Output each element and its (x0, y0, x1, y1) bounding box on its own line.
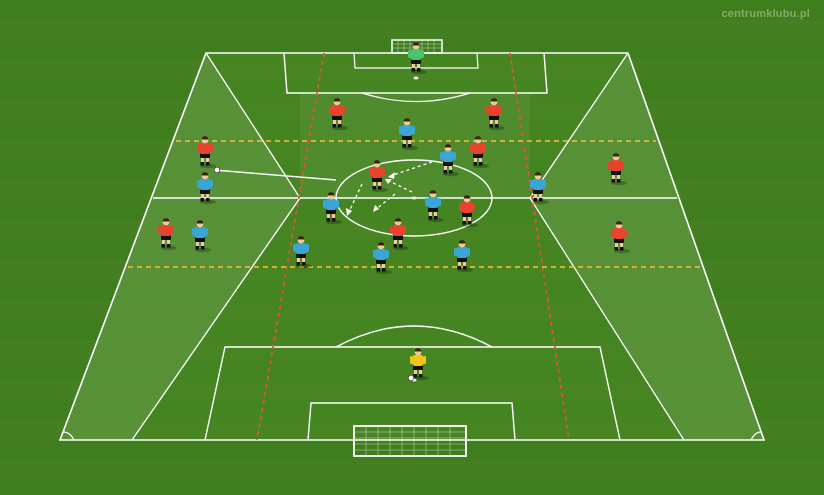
player-yellow (410, 348, 429, 381)
watermark: centrumklubu.pl (721, 8, 810, 20)
centre-circle (335, 159, 493, 237)
ball-icon (407, 374, 415, 382)
ball-icon (213, 166, 221, 174)
player-blue (440, 144, 459, 177)
bottom-penalty-area (204, 346, 621, 441)
player-red (197, 136, 216, 169)
players-layer (158, 42, 630, 382)
corner-arc-bottom-right (750, 431, 762, 441)
player-red (459, 195, 478, 228)
player-blue (454, 240, 473, 273)
bottom-goal (353, 425, 467, 457)
right-wing-zone (530, 53, 764, 440)
movement-arrows (347, 161, 433, 215)
pitch-surface (60, 53, 764, 440)
left-diagonal-bottom (131, 197, 301, 441)
player-red (470, 136, 489, 169)
player-green (408, 42, 427, 75)
player-red (158, 218, 177, 251)
zone-divider-right (509, 52, 570, 441)
corner-arc-bottom-left (62, 431, 75, 441)
left-wing-zone (60, 53, 300, 440)
player-red (611, 221, 630, 254)
bottom-goal-area (307, 402, 516, 441)
player-blue (373, 242, 392, 275)
left-diagonal-top (205, 52, 301, 199)
player-blue (425, 190, 444, 223)
player-red (329, 98, 348, 131)
player-red (608, 153, 627, 186)
player-blue (323, 192, 342, 225)
player-red (486, 98, 505, 131)
top-penalty-arc (361, 92, 471, 103)
player-red (390, 218, 409, 251)
player-blue (530, 172, 549, 205)
right-diagonal-bottom (529, 197, 685, 441)
player-blue (197, 172, 216, 205)
player-blue (192, 220, 211, 253)
player-red (369, 160, 388, 193)
touchline-boundary (58, 52, 766, 441)
top-goal-area (353, 52, 479, 69)
movement-arrowheads (346, 172, 395, 216)
bottom-penalty-arc (335, 325, 493, 348)
zone-divider-left (256, 52, 325, 441)
player-blue (293, 236, 312, 269)
pass-line (213, 169, 337, 181)
centre-spot (411, 196, 417, 200)
player-blue (399, 118, 418, 151)
right-diagonal-top (529, 52, 629, 199)
top-penalty-spot (413, 76, 419, 80)
top-penalty-area (283, 52, 548, 94)
